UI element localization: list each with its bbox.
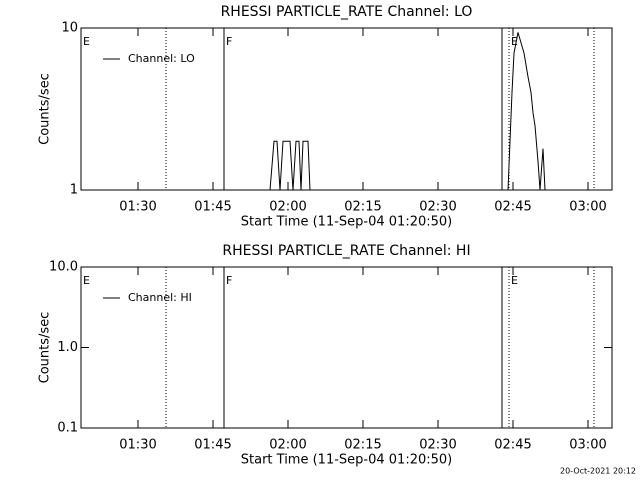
- x-tick-label: 02:00: [269, 438, 306, 453]
- legend-label: Channel: HI: [128, 291, 192, 304]
- x-tick-label: 01:45: [194, 200, 231, 215]
- x-axis-label: Start Time (11-Sep-04 01:20:50): [241, 453, 452, 468]
- event-label: E: [511, 35, 518, 48]
- x-axis-label: Start Time (11-Sep-04 01:20:50): [241, 215, 452, 230]
- x-tick-label: 02:15: [344, 438, 381, 453]
- x-tick-label: 03:00: [569, 438, 606, 453]
- x-tick-label: 01:30: [119, 200, 156, 215]
- x-tick-label: 02:00: [269, 200, 306, 215]
- event-label: E: [83, 35, 90, 48]
- event-label: E: [83, 274, 90, 287]
- legend-label: Channel: LO: [128, 52, 195, 65]
- footer: 20-Oct-2021 20:12: [560, 467, 636, 476]
- x-tick-label: 02:30: [419, 200, 456, 215]
- event-label: F: [226, 35, 232, 48]
- x-tick-label: 02:30: [419, 438, 456, 453]
- y-tick-label: 0.1: [57, 421, 78, 436]
- chart-title: RHESSI PARTICLE_RATE Channel: HI: [222, 243, 470, 259]
- x-tick-label: 02:15: [344, 200, 381, 215]
- data-line: [81, 32, 612, 191]
- x-tick-label: 03:00: [569, 200, 606, 215]
- y-tick-label: 1: [70, 183, 78, 198]
- x-tick-label: 02:45: [494, 200, 531, 215]
- y-tick-label: 1.0: [57, 340, 78, 355]
- y-tick-label: 10.0: [49, 260, 78, 275]
- chart-title: RHESSI PARTICLE_RATE Channel: LO: [221, 4, 473, 20]
- x-tick-label: 01:45: [194, 438, 231, 453]
- event-label: E: [511, 274, 518, 287]
- y-tick-label: 10: [61, 21, 78, 36]
- x-tick-label: 02:45: [494, 438, 531, 453]
- y-axis-label: Counts/sec: [38, 312, 53, 384]
- x-tick-label: 01:30: [119, 438, 156, 453]
- event-label: F: [226, 274, 232, 287]
- y-axis-label: Counts/sec: [38, 73, 53, 145]
